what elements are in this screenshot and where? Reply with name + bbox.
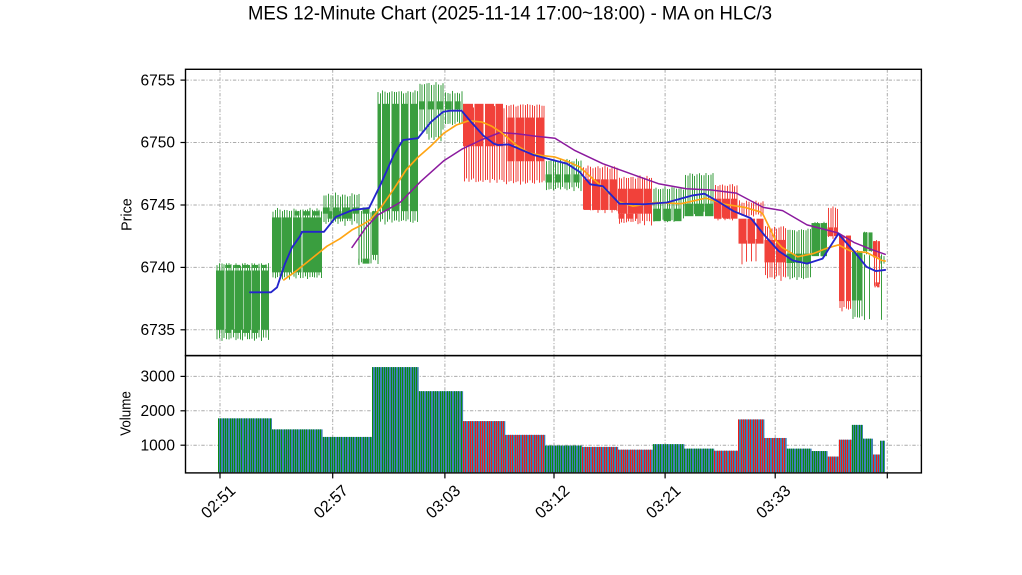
svg-text:Volume: Volume: [118, 391, 135, 436]
svg-text:2000: 2000: [141, 403, 176, 420]
svg-text:Price: Price: [119, 198, 136, 231]
svg-text:6740: 6740: [141, 260, 176, 277]
svg-text:6755: 6755: [141, 72, 175, 89]
svg-text:1000: 1000: [141, 437, 176, 454]
svg-text:6745: 6745: [141, 197, 175, 214]
svg-text:6750: 6750: [141, 135, 176, 152]
svg-text:3000: 3000: [141, 369, 176, 386]
svg-text:MES 12-Minute Chart (2025-11-1: MES 12-Minute Chart (2025-11-14 17:00~18…: [248, 2, 772, 24]
svg-text:6735: 6735: [141, 322, 175, 339]
